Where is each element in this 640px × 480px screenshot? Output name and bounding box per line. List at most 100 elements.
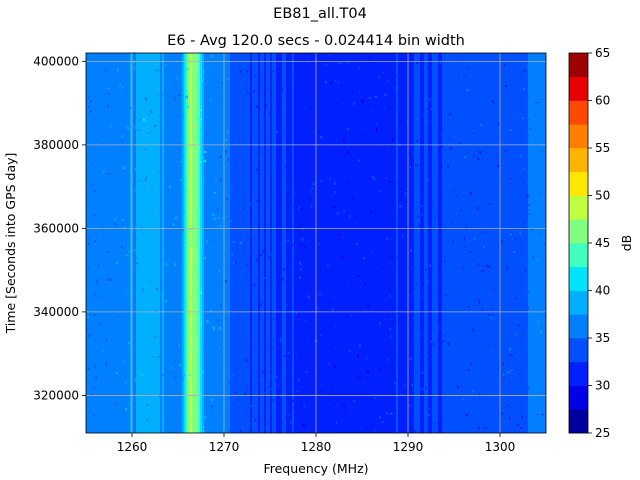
heatmap-speckle (421, 213, 424, 217)
heatmap-speckle (433, 87, 435, 89)
heatmap-speckle (128, 250, 131, 253)
heatmap-speckle (150, 90, 152, 93)
heatmap-speckle (93, 293, 97, 295)
heatmap-speckle (383, 79, 385, 82)
heatmap-speckle (202, 430, 205, 432)
heatmap-speckle (267, 137, 269, 139)
heatmap-column (132, 53, 135, 433)
heatmap-speckle (494, 233, 496, 236)
heatmap-speckle (279, 337, 282, 341)
heatmap-speckle (141, 288, 144, 291)
heatmap-speckle (224, 317, 226, 320)
heatmap-column (466, 53, 469, 433)
heatmap-speckle (522, 247, 524, 249)
heatmap-column (92, 53, 95, 433)
heatmap-speckle (332, 382, 335, 385)
heatmap-speckle (319, 334, 322, 336)
heatmap-speckle (445, 383, 447, 386)
heatmap-column (394, 53, 397, 433)
heatmap-speckle (123, 242, 126, 245)
heatmap-speckle (467, 306, 470, 308)
heatmap-speckle (188, 180, 191, 184)
heatmap-speckle (139, 231, 142, 235)
heatmap-speckle (388, 261, 391, 263)
heatmap-speckle (285, 417, 287, 419)
chart-title: EB81_all.T04 (273, 6, 367, 22)
heatmap-speckle (389, 327, 392, 331)
heatmap-speckle (213, 191, 216, 194)
heatmap-speckle (117, 68, 119, 71)
heatmap-column (94, 53, 97, 433)
heatmap-speckle (226, 197, 229, 201)
heatmap-speckle (258, 79, 262, 81)
heatmap-speckle (203, 180, 206, 183)
heatmap-speckle (162, 373, 165, 376)
heatmap-speckle (455, 54, 458, 57)
heatmap-speckle (260, 301, 263, 303)
heatmap-column (120, 53, 123, 433)
heatmap-speckle (472, 99, 475, 103)
heatmap-speckle (172, 102, 175, 105)
heatmap-speckle (159, 394, 162, 398)
heatmap-speckle (502, 362, 504, 365)
heatmap-speckle (432, 343, 435, 346)
heatmap-speckle (104, 316, 107, 318)
heatmap-speckle (256, 142, 259, 146)
heatmap-speckle (182, 229, 184, 232)
heatmap-speckle (246, 92, 249, 94)
heatmap-speckle (148, 348, 151, 351)
heatmap-speckle (416, 61, 419, 65)
heatmap-speckle (481, 269, 484, 273)
heatmap-speckle (472, 133, 475, 135)
heatmap-speckle (294, 193, 297, 195)
heatmap-speckle (268, 255, 271, 259)
heatmap-speckle (294, 209, 297, 212)
heatmap-speckle (310, 309, 313, 312)
heatmap-speckle (246, 388, 249, 391)
heatmap-speckle (212, 65, 214, 67)
heatmap-speckle (203, 257, 206, 259)
heatmap-speckle (124, 396, 126, 400)
heatmap-speckle (400, 330, 403, 333)
heatmap-speckle (366, 369, 369, 373)
heatmap-speckle (307, 295, 310, 299)
heatmap-speckle (132, 170, 134, 172)
heatmap-speckle (299, 199, 302, 201)
heatmap-speckle (188, 243, 191, 247)
heatmap-speckle (255, 200, 258, 202)
heatmap-speckle (529, 228, 532, 231)
heatmap-speckle (406, 121, 409, 124)
heatmap-column (442, 53, 445, 433)
heatmap-speckle (275, 106, 277, 109)
heatmap-column (346, 53, 349, 433)
heatmap-speckle (445, 408, 447, 411)
heatmap-speckle (162, 298, 165, 301)
heatmap-speckle (425, 177, 428, 180)
heatmap-speckle (209, 267, 211, 270)
heatmap-speckle (128, 341, 130, 345)
heatmap-speckle (279, 329, 282, 332)
heatmap-speckle (468, 268, 472, 272)
heatmap-column (416, 53, 419, 433)
heatmap-speckle (384, 131, 387, 134)
heatmap-speckle (384, 430, 386, 433)
heatmap-speckle (317, 306, 319, 310)
heatmap-column (338, 53, 341, 433)
heatmap-speckle (219, 155, 222, 158)
heatmap-speckle (381, 378, 384, 380)
heatmap-speckle (180, 161, 183, 163)
heatmap-speckle (221, 82, 223, 84)
heatmap-speckle (315, 411, 318, 415)
heatmap-speckle (412, 229, 415, 232)
heatmap-speckle (451, 130, 454, 132)
heatmap-column (104, 53, 107, 433)
heatmap-speckle (329, 403, 332, 405)
heatmap-speckle (414, 313, 417, 316)
heatmap-speckle (473, 156, 475, 159)
heatmap-speckle (446, 273, 449, 276)
heatmap-speckle (306, 238, 308, 241)
heatmap-speckle (194, 128, 197, 132)
heatmap-speckle (414, 120, 417, 123)
heatmap-speckle (116, 347, 119, 351)
heatmap-speckle (373, 212, 375, 214)
